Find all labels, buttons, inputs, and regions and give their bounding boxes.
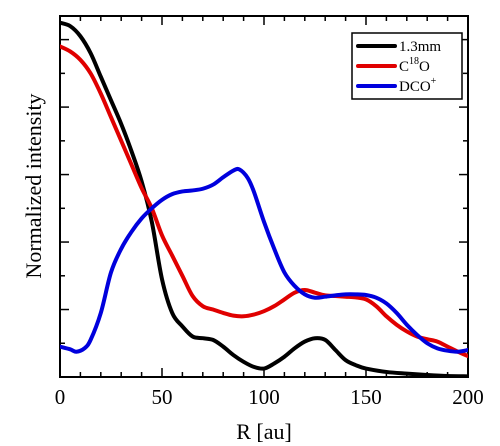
axes: 0 50 100 150 200	[55, 15, 484, 409]
legend-label-1-3mm: 1.3mm	[399, 39, 441, 55]
x-tick-label: 100	[248, 385, 280, 409]
legend-label-c18o: C18O	[399, 56, 430, 75]
legend-label-main: DCO	[399, 79, 431, 95]
legend-label-sup: 18	[409, 56, 419, 67]
series-line-c18o	[60, 44, 468, 359]
x-tick-label: 0	[55, 385, 66, 409]
legend-label-sup: +	[431, 76, 437, 87]
legend-label-main: 1.3mm	[399, 39, 441, 55]
x-tick-label: 200	[452, 385, 484, 409]
x-tick-label: 150	[350, 385, 382, 409]
legend-label-dco: DCO+	[399, 76, 437, 95]
series-line-dco	[60, 166, 468, 354]
y-axis-label: Normalized intensity	[21, 93, 46, 278]
x-tick-label: 50	[152, 385, 173, 409]
legend-label-main: C	[399, 59, 409, 75]
legend-label-tail: O	[419, 59, 430, 75]
x-axis-label: R [au]	[236, 419, 292, 444]
series-layer	[60, 20, 468, 377]
series-line-1-3mm	[60, 20, 468, 377]
